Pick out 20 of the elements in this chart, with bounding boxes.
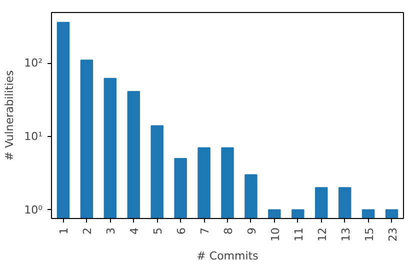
x-tick-label: 3 bbox=[104, 228, 118, 234]
x-tick-label: 10 bbox=[268, 227, 282, 242]
y-axis-title: # Vulnerabilities bbox=[3, 70, 16, 161]
y-tick-label: 10² bbox=[24, 56, 43, 70]
x-tick-label: 12 bbox=[316, 227, 329, 242]
y-tick-label: 10⁰ bbox=[24, 203, 44, 216]
x-tick-label: 5 bbox=[152, 228, 165, 234]
x-tick-label: 2 bbox=[81, 228, 94, 234]
x-tick-label: 6 bbox=[175, 228, 188, 234]
x-tick-label: 15 bbox=[362, 227, 376, 242]
x-tick-label: 8 bbox=[222, 228, 235, 234]
x-tick-label: 7 bbox=[198, 228, 212, 234]
x-tick-label: 1 bbox=[58, 228, 71, 234]
x-axis-title: # Commits bbox=[196, 249, 259, 262]
x-tick-label: 4 bbox=[128, 228, 142, 234]
x-tick-label: 11 bbox=[292, 227, 306, 242]
x-tick-label: 13 bbox=[339, 227, 352, 242]
y-tick-label: 10¹ bbox=[24, 130, 43, 143]
x-tick-label: 9 bbox=[245, 228, 258, 234]
x-tick-label: 23 bbox=[386, 227, 400, 242]
